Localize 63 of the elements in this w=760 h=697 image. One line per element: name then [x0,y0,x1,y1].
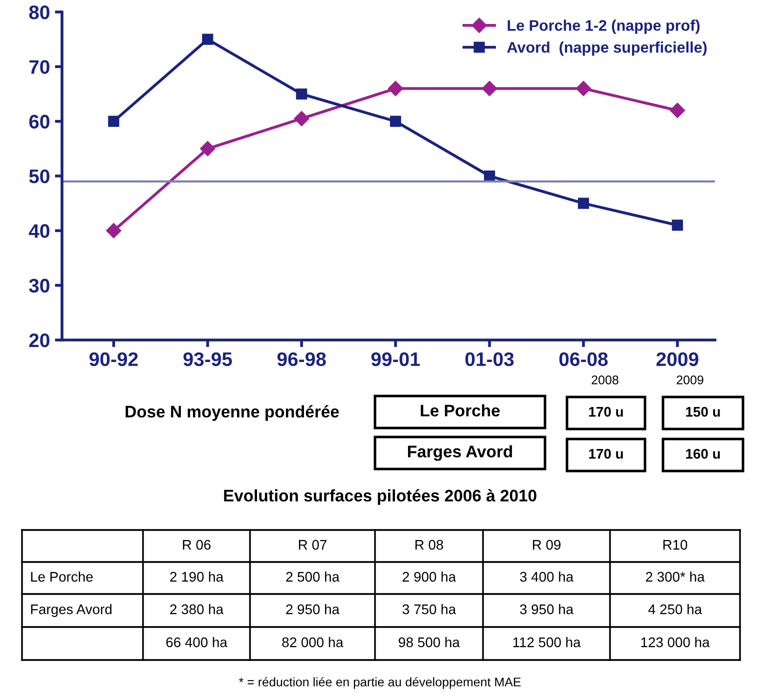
x-tick-label: 2009 [656,352,698,366]
point [576,80,592,96]
text: 160 u [686,448,720,459]
text: 98 500 ha [398,637,460,648]
text: 2 950 ha [286,604,340,614]
text: Farges Avord [31,604,112,617]
text: 3 400 ha [520,572,574,582]
x-tick-label: 99-01 [371,352,420,366]
text: Dose N moyenne pondérée [126,405,339,421]
point [106,223,122,238]
y-tick-label: 50 [29,169,50,184]
point [672,220,683,231]
text: 3 950 ha [520,604,574,614]
x-tick-label: 06-08 [559,352,608,366]
point [200,141,216,156]
point [202,34,214,45]
text: 2008 [592,376,618,384]
text: Evolution surfaces pilotées 2006 à 2010 [224,489,536,505]
text: 170 u [589,406,623,417]
text: 3 750 ha [402,604,456,614]
text: 2 900 ha [402,572,456,582]
x-tick-label: 90-92 [89,352,138,366]
point [390,116,402,127]
y-tick-label: 20 [29,333,50,348]
text: * = réduction liée en partie au développement MAE [238,677,521,689]
point [108,116,120,127]
text: R 09 [532,540,561,550]
point [482,80,498,96]
text: Le Porche [31,572,93,582]
text: R 06 [182,540,211,550]
text: 2009 [676,376,704,384]
point [296,88,308,100]
text: Farges Avord [408,445,512,461]
x-tick-label: 01-03 [465,352,514,366]
text: 123 000 ha [641,637,710,648]
text: 112 500 ha [513,637,581,648]
y-tick-label: 60 [29,114,50,129]
y-tick-label: 40 [28,224,50,238]
text: 170 u [589,448,623,459]
point [578,198,590,209]
text: R 07 [298,540,326,550]
text: 2 190 ha [170,572,224,582]
point [670,102,685,118]
text: Le Porche [420,404,500,416]
x-tick-label: 96-98 [277,352,326,366]
text: 2 380 ha [170,604,224,614]
y-tick-label: 30 [29,278,50,293]
x-tick-label: 93-95 [183,352,232,366]
text: 66 400 ha [166,637,228,648]
point [388,80,404,96]
text: 2 500 ha [286,572,340,582]
y-tick-label: 70 [29,60,50,74]
point [484,170,496,182]
legend-label: Le Porche 1-2 (nappe prof) [508,20,700,34]
text: 4 250 ha [648,604,702,614]
point [294,111,310,126]
legend-label: Avord (nappe superficielle) [507,42,707,56]
text: 2 300* ha [646,572,705,582]
text: 150 u [686,406,720,417]
text: 82 000 ha [282,637,344,648]
y-tick-label: 80 [29,5,50,20]
text: R10 [663,540,688,550]
text: R 08 [415,540,444,550]
